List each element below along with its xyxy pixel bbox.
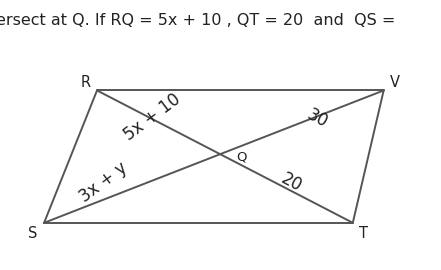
Text: V: V [390, 75, 400, 90]
Text: 3x + y: 3x + y [76, 158, 131, 206]
Text: 20: 20 [277, 169, 305, 195]
Text: 30: 30 [304, 105, 331, 131]
Text: 5x + 10: 5x + 10 [120, 90, 184, 144]
Text: R: R [81, 75, 91, 90]
Text: Q: Q [236, 150, 247, 163]
Text: S: S [28, 226, 38, 241]
Text: T: T [359, 226, 368, 241]
Text: ersect at Q. If RQ = 5x + 10 , QT = 20  and  QS =: ersect at Q. If RQ = 5x + 10 , QT = 20 a… [0, 13, 395, 28]
